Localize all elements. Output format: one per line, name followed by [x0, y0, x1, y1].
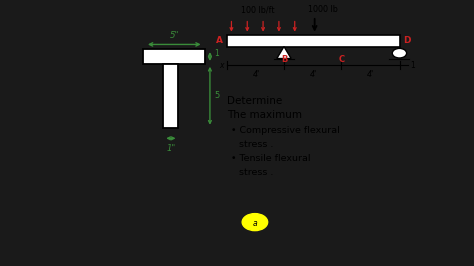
Text: 100 lb/ft: 100 lb/ft	[241, 6, 274, 15]
Text: x: x	[219, 61, 224, 70]
Text: • Compressive flexural: • Compressive flexural	[231, 126, 340, 135]
Text: • Tensile flexural: • Tensile flexural	[231, 154, 310, 163]
Text: 1000 lb: 1000 lb	[308, 5, 337, 14]
Text: 1: 1	[214, 49, 219, 58]
Text: B: B	[281, 55, 287, 64]
Text: Determine: Determine	[227, 96, 283, 106]
Text: The maximum: The maximum	[227, 110, 302, 120]
Bar	[164, 64, 179, 128]
Text: stress .: stress .	[239, 140, 273, 149]
Text: 5: 5	[214, 91, 219, 100]
Text: 1: 1	[410, 61, 415, 70]
Polygon shape	[277, 47, 291, 59]
Text: C: C	[338, 55, 345, 64]
Bar	[144, 49, 205, 64]
Text: 5": 5"	[170, 31, 179, 40]
Circle shape	[392, 48, 407, 58]
Text: a: a	[253, 219, 257, 228]
Circle shape	[242, 214, 268, 231]
Bar	[227, 35, 400, 47]
Text: 1": 1"	[166, 144, 175, 153]
Text: stress .: stress .	[239, 168, 273, 177]
Text: A: A	[216, 36, 223, 45]
Text: D: D	[402, 36, 410, 45]
Text: 4': 4'	[310, 70, 317, 80]
Text: 4': 4'	[253, 70, 260, 80]
Text: 4': 4'	[367, 70, 374, 80]
